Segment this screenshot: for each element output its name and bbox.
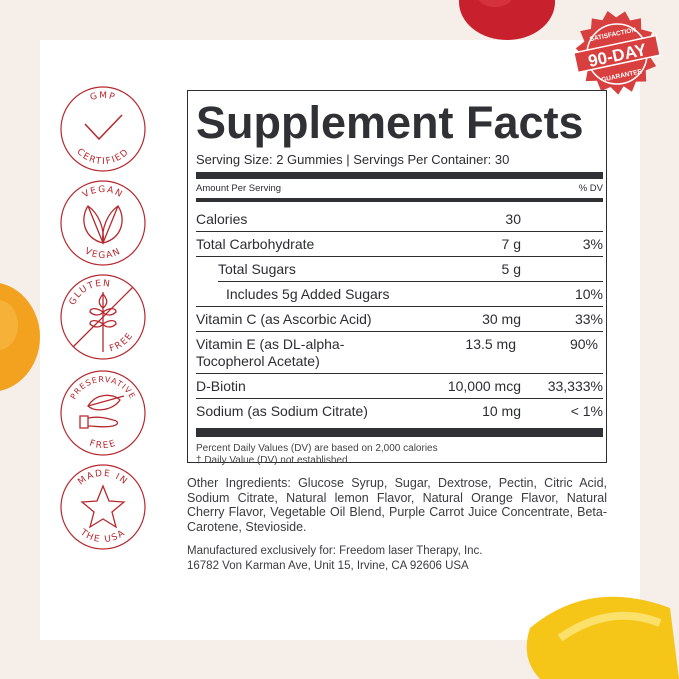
gluten-free-badge: GLUTEN FREE — [60, 274, 146, 360]
dv-header: % DV — [578, 183, 603, 194]
nutrient-row: Includes 5g Added Sugars 10% — [196, 282, 603, 307]
nutrient-amount: 30 — [505, 211, 521, 227]
nutrient-name: Vitamin E (as DL-alpha-Tocopherol Acetat… — [196, 336, 345, 369]
nutrient-row: Vitamin E (as DL-alpha-Tocopherol Acetat… — [196, 332, 603, 374]
divider — [196, 172, 603, 179]
divider — [196, 198, 603, 202]
nutrient-name: Includes 5g Added Sugars — [226, 286, 390, 302]
lower-text: Other Ingredients: Glucose Syrup, Sugar,… — [187, 476, 607, 574]
supplement-facts-panel: Supplement Facts Serving Size: 2 Gummies… — [187, 90, 607, 466]
nutrient-amount: 10,000 mcg — [447, 378, 521, 394]
svg-text:FREE: FREE — [88, 439, 118, 452]
nutrient-name: Total Sugars — [218, 261, 296, 277]
nutrient-row: Calories 30 — [196, 207, 603, 232]
svg-text:FREE: FREE — [108, 331, 135, 355]
nutrient-dv — [521, 261, 603, 278]
facts-title: Supplement Facts — [196, 97, 584, 148]
serving-info: Serving Size: 2 Gummies | Servings Per C… — [196, 152, 510, 167]
nutrient-dv: < 1% — [570, 403, 603, 419]
badge-top-text: GLUTEN — [68, 279, 111, 307]
svg-text:THE USA: THE USA — [77, 527, 127, 545]
hand-leaf-icon — [79, 394, 125, 429]
nutrient-dv: 3% — [582, 236, 603, 252]
nutrient-name: Sodium (as Sodium Citrate) — [196, 403, 368, 419]
lemon-gummy-image — [526, 596, 679, 679]
made-in-usa-badge: MADE IN THE USA — [60, 464, 146, 550]
leaf-icon — [83, 205, 123, 245]
footnote-dv: Percent Daily Values (DV) are based on 2… — [196, 443, 438, 454]
badge-top-text: VEGAN — [81, 185, 123, 200]
other-ingredients: Other Ingredients: Glucose Syrup, Sugar,… — [187, 476, 607, 534]
nutrient-amount: 13.5 mg — [465, 336, 516, 352]
badge-bottom-text: VEGAN — [83, 247, 122, 262]
nutrient-amount: 7 g — [501, 236, 521, 252]
nutrient-amount — [401, 286, 521, 303]
nutrient-row: D-Biotin 10,000 mcg 33,333% — [196, 374, 603, 399]
checkmark-icon — [84, 114, 123, 141]
footnote-dagger: † Daily Value (DV) not established — [196, 455, 348, 466]
manufacturer-info: Manufactured exclusively for: Freedom la… — [187, 544, 607, 574]
satisfaction-guarantee-seal: 90-DAY SATISFACTION GUARANTEE — [572, 10, 662, 95]
badge-top-text: GMP — [89, 91, 115, 103]
svg-text:VEGAN: VEGAN — [83, 247, 123, 262]
svg-text:CERTIFIED: CERTIFIED — [74, 147, 131, 167]
address-line: 16782 Von Karman Ave, Unit 15, Irvine, C… — [187, 560, 469, 573]
wheat-crossed-icon — [72, 286, 134, 352]
manufacturer-line: Manufactured exclusively for: Freedom la… — [187, 545, 483, 558]
column-header: Amount Per Serving % DV — [196, 182, 603, 195]
nutrient-amount: 5 g — [501, 261, 521, 277]
svg-text:GMP: GMP — [89, 91, 117, 103]
nutrient-row: Total Sugars 5 g — [218, 257, 603, 282]
nutrient-row: Sodium (as Sodium Citrate) 10 mg < 1% — [196, 399, 603, 423]
product-card — [40, 40, 640, 640]
star-icon — [80, 484, 126, 529]
divider — [196, 428, 603, 437]
badge-bottom-text: FREE — [108, 331, 134, 355]
svg-text:VEGAN: VEGAN — [81, 185, 125, 200]
nutrient-dv: 90% — [569, 336, 598, 352]
nutrient-amount: 10 mg — [482, 403, 521, 419]
nutrient-dv — [521, 211, 603, 228]
nutrient-dv: 33,333% — [547, 378, 603, 394]
nutrient-dv: 33% — [574, 311, 603, 327]
badge-bottom-text: CERTIFIED — [74, 147, 130, 167]
preservative-free-badge: PRESERVATIVE FREE — [60, 370, 146, 456]
badge-bottom-text: FREE — [88, 439, 116, 452]
amount-header: Amount Per Serving — [196, 183, 282, 194]
svg-text:GLUTEN: GLUTEN — [68, 279, 112, 307]
nutrient-name: Total Carbohydrate — [196, 236, 315, 252]
nutrient-name: Vitamin C (as Ascorbic Acid) — [196, 311, 372, 327]
orange-gummy-image — [0, 283, 40, 391]
vegan-badge: VEGAN VEGAN — [60, 180, 146, 266]
nutrient-dv: 10% — [574, 286, 603, 302]
nutrient-name: D-Biotin — [196, 378, 246, 394]
nutrient-name: Calories — [196, 211, 248, 227]
nutrient-row: Vitamin C (as Ascorbic Acid) 30 mg 33% — [196, 307, 603, 332]
badge-bottom-text: THE USA — [77, 527, 126, 545]
nutrient-row: Total Carbohydrate 7 g 3% — [196, 232, 603, 257]
raspberry-gummy-image — [459, 0, 555, 40]
gmp-certified-badge: GMP CERTIFIED — [60, 86, 146, 172]
nutrient-amount: 30 mg — [482, 311, 521, 327]
